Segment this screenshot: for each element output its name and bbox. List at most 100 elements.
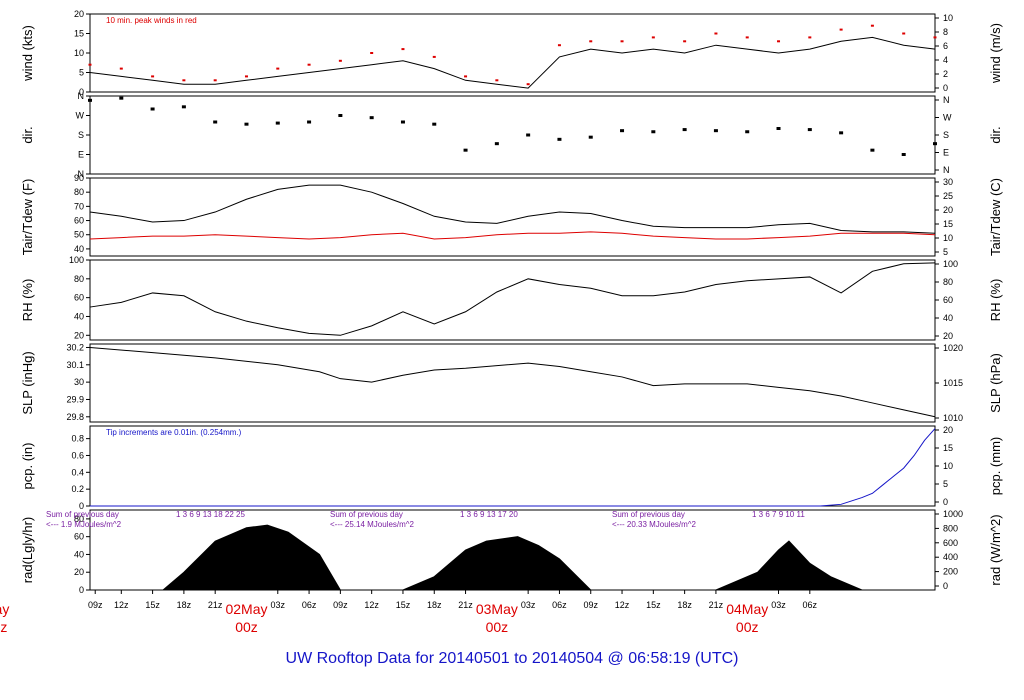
- peak-wind-dot: [902, 32, 906, 35]
- y2-tick-label: 5: [943, 479, 948, 489]
- y-tick-label: 0: [79, 87, 84, 97]
- x-tick-label: 15z: [145, 600, 160, 610]
- radiation-sum-note: <--- 20.33 MJoules/m^2: [612, 520, 697, 529]
- y2-axis-label: SLP (hPa): [988, 353, 1003, 413]
- peak-wind-dot: [119, 67, 123, 70]
- y-tick-label: 0.6: [71, 450, 84, 460]
- radiation-sum-note: <--- 1.9 MJoules/m^2: [46, 520, 122, 529]
- x-tick-label: 15z: [646, 600, 661, 610]
- peak-wind-dot: [620, 40, 624, 43]
- y-tick-label: 29.8: [66, 412, 84, 422]
- y2-tick-label: 15: [943, 443, 953, 453]
- peak-wind-dot: [808, 36, 812, 39]
- peak-wind-dot: [370, 52, 374, 54]
- day-label-date: May: [0, 601, 9, 617]
- y2-tick-label: 15: [943, 219, 953, 229]
- peak-wind-dot: [557, 44, 561, 47]
- direction-point: [557, 137, 562, 141]
- y2-tick-label: 6: [943, 41, 948, 51]
- y2-tick-label: 20: [943, 425, 953, 435]
- direction-point: [807, 128, 812, 132]
- y-tick-label: 80: [74, 187, 84, 197]
- day-label-time: 00z: [736, 619, 759, 635]
- x-axis: 09z 12z 15z 18z 21z 03z 06z 09z 12z 15z 18z 21z 03z 0…: [0, 589, 935, 635]
- peak-wind-dot: [432, 55, 436, 58]
- y2-axis-label: dir.: [988, 126, 1003, 143]
- y-tick-label: 40: [74, 549, 84, 559]
- x-tick-label: 12z: [615, 600, 630, 610]
- y2-tick-label: S: [943, 130, 949, 140]
- peak-wind-dot: [526, 83, 530, 86]
- y2-tick-label: 5: [943, 247, 948, 257]
- y-axis-label: rad(Lgly/hr): [20, 517, 35, 583]
- direction-point: [244, 122, 249, 126]
- y-tick-label: 80: [74, 514, 84, 524]
- y-tick-label: 20: [74, 567, 84, 577]
- y2-tick-label: 1015: [943, 378, 963, 388]
- direction-point: [150, 107, 155, 111]
- peak-wind-dot: [151, 75, 155, 78]
- peak-wind-dot: [182, 79, 186, 82]
- x-tick-label: 15z: [396, 600, 411, 610]
- peak-wind-dot: [464, 75, 468, 78]
- y-tick-label: N: [78, 91, 85, 101]
- direction-point: [713, 129, 718, 133]
- y2-tick-label: 4: [943, 55, 948, 65]
- y-axis-label: RH (%): [20, 279, 35, 322]
- y-axis-label: dir.: [20, 126, 35, 143]
- peak-wind-dot: [870, 24, 874, 27]
- x-tick-label: 21z: [709, 600, 724, 610]
- y2-tick-label: 400: [943, 552, 958, 562]
- y2-axis-label: rad (W/m^2): [988, 514, 1003, 585]
- peak-wind-dot: [745, 36, 749, 39]
- y2-axis-label: pcp. (mm): [988, 437, 1003, 496]
- y-tick-label: 30.2: [66, 342, 84, 352]
- direction-point: [494, 142, 499, 146]
- y-tick-label: 29.9: [66, 394, 84, 404]
- x-tick-label: 12z: [364, 600, 379, 610]
- radiation-hour-marks: 1 3 6 7 9 10 11: [752, 510, 805, 519]
- y-tick-label: 30.1: [66, 360, 84, 370]
- x-tick-label: 03z: [771, 600, 786, 610]
- x-tick-label: 06z: [552, 600, 567, 610]
- direction-point: [651, 130, 656, 134]
- peak-wind-dot: [683, 40, 687, 43]
- y2-tick-label: 20: [943, 205, 953, 215]
- peak-wind-dot: [307, 63, 311, 66]
- x-tick-label: 03z: [271, 600, 286, 610]
- x-tick-label: 21z: [458, 600, 473, 610]
- y-tick-label: 0.4: [71, 467, 84, 477]
- x-tick-label: 18z: [427, 600, 442, 610]
- y2-tick-label: N: [943, 165, 950, 175]
- series-line-0: [90, 428, 936, 507]
- y2-tick-label: 30: [943, 177, 953, 187]
- y2-tick-label: N: [943, 95, 950, 105]
- peak-wind-dot: [276, 67, 280, 70]
- panel-wind: 0 5 10 15 20 0 2 4 6 8 10 wind (kts) wind (m/s) 10 mi…: [20, 9, 1003, 97]
- y2-tick-label: 80: [943, 277, 953, 287]
- direction-point: [275, 121, 280, 125]
- direction-point: [745, 130, 750, 134]
- direction-point: [88, 98, 92, 102]
- peak-wind-dot: [401, 48, 405, 51]
- y-tick-label: 0: [79, 585, 84, 595]
- y2-tick-label: 40: [943, 313, 953, 323]
- day-label-date: 02May: [225, 601, 267, 617]
- y-tick-label: 90: [74, 173, 84, 183]
- direction-point: [526, 133, 531, 137]
- peak-wind-dot: [714, 32, 718, 35]
- y-tick-label: 15: [74, 29, 84, 39]
- panel-slp: 29.8 29.9 30 30.1 30.2 1010 1015 1020 SLP (inHg)…: [20, 342, 1003, 423]
- x-tick-label: 21z: [208, 600, 223, 610]
- panel-annotation: 10 min. peak winds in red: [106, 16, 197, 25]
- day-label-date: 04May: [726, 601, 768, 617]
- radiation-sum-note: Sum of previous day: [612, 510, 685, 519]
- panel-temp: 40 50 60 70 80 90 5 10 15 20 25 30 Tair/Tdew (F) Tair…: [20, 173, 1003, 257]
- peak-wind-dot: [244, 75, 248, 78]
- x-tick-label: 06z: [302, 600, 317, 610]
- direction-point: [776, 127, 781, 130]
- y2-axis-label: Tair/Tdew (C): [988, 178, 1003, 256]
- y2-tick-label: 1000: [943, 509, 963, 519]
